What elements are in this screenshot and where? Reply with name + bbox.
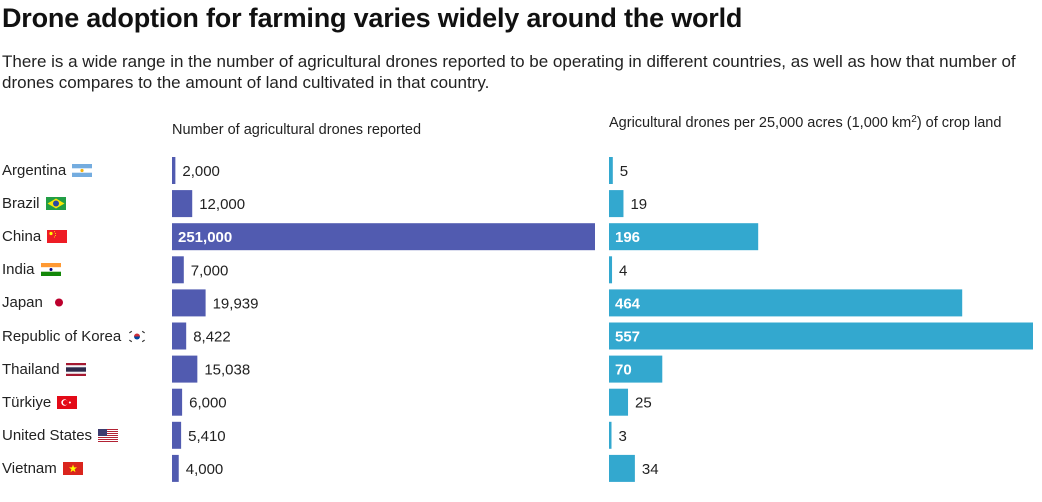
drones-density-value-label: 3 bbox=[619, 428, 627, 445]
south-korea-flag-icon bbox=[127, 329, 148, 343]
drones-density-bar-t-rkiye bbox=[609, 388, 629, 416]
drones-count-value-label: 251,000 bbox=[178, 229, 232, 246]
country-label: Vietnam bbox=[2, 455, 83, 482]
drones-count-bar-argentina bbox=[172, 157, 176, 184]
country-label: Republic of Korea bbox=[2, 323, 148, 350]
chart-subtitle: There is a wide range in the number of a… bbox=[2, 52, 1016, 92]
drones-count-value-label: 12,000 bbox=[199, 196, 245, 213]
right-header-text-b: ) of crop land bbox=[916, 115, 1002, 131]
country-name: Argentina bbox=[2, 162, 67, 179]
right-panel-header: Agricultural drones per 25,000 acres (1,… bbox=[609, 110, 1039, 133]
drones-count-bar-vietnam bbox=[172, 454, 179, 482]
drones-count-bar-thailand bbox=[172, 355, 198, 383]
india-flag-icon bbox=[40, 263, 61, 277]
drones-density-value-label: 464 bbox=[615, 295, 641, 312]
drones-density-bar-republic-of-korea bbox=[609, 322, 1033, 350]
drones-density-bar-thailand bbox=[609, 355, 663, 383]
country-label: Türkiye bbox=[2, 389, 78, 416]
drones-density-value-label: 196 bbox=[615, 229, 640, 246]
country-name: Thailand bbox=[2, 360, 60, 378]
drones-count-value-label: 8,422 bbox=[193, 329, 231, 346]
drones-density-value-label: 5 bbox=[620, 163, 628, 180]
usa-flag-icon bbox=[98, 428, 119, 442]
drones-count-bar-japan bbox=[172, 289, 206, 317]
drones-count-value-label: 5,410 bbox=[188, 428, 226, 445]
country-name: Japan bbox=[2, 294, 43, 312]
drones-density-bar-brazil bbox=[609, 190, 624, 218]
vietnam-flag-icon bbox=[62, 461, 83, 475]
drones-density-value-label: 34 bbox=[642, 461, 659, 478]
country-label: China bbox=[2, 223, 68, 250]
turkey-flag-icon bbox=[57, 395, 78, 409]
country-label: Brazil bbox=[2, 190, 66, 217]
country-label: India bbox=[2, 256, 61, 283]
country-name: India bbox=[2, 261, 35, 279]
drones-density-bar-united-states bbox=[609, 421, 612, 449]
country-name: Vietnam bbox=[2, 459, 57, 477]
drones-density-value-label: 557 bbox=[615, 329, 640, 346]
brazil-flag-icon bbox=[45, 197, 66, 211]
drones-density-bar-india bbox=[609, 256, 613, 284]
country-label: Japan bbox=[2, 289, 69, 316]
drones-count-bar-brazil bbox=[172, 190, 193, 218]
chart-title: Drone adoption for farming varies widely… bbox=[2, 3, 743, 33]
drones-count-value-label: 7,000 bbox=[191, 262, 229, 279]
drones-count-value-label: 6,000 bbox=[189, 395, 227, 412]
drones-density-bar-china bbox=[609, 223, 759, 251]
drones-count-value-label: 15,038 bbox=[204, 362, 250, 379]
drones-density-bar-vietnam bbox=[609, 454, 635, 482]
china-flag-icon bbox=[47, 230, 68, 244]
country-name: Brazil bbox=[2, 195, 40, 213]
drones-density-bar-argentina bbox=[609, 157, 613, 184]
country-label: United States bbox=[2, 422, 119, 449]
country-name: United States bbox=[2, 426, 93, 444]
drones-density-value-label: 70 bbox=[615, 362, 632, 379]
right-header-superscript: 2 bbox=[911, 114, 917, 125]
drones-density-value-label: 19 bbox=[630, 196, 647, 213]
left-panel-header: Number of agricultural drones reported bbox=[172, 122, 422, 138]
drones-density-bar-japan bbox=[609, 289, 963, 317]
japan-flag-icon bbox=[48, 296, 69, 310]
country-name: China bbox=[2, 228, 42, 246]
drones-count-value-label: 2,000 bbox=[182, 163, 220, 180]
country-name: Türkiye bbox=[2, 393, 52, 411]
country-label: Thailand bbox=[2, 356, 86, 383]
argentina-flag-icon bbox=[72, 164, 93, 177]
drones-count-bar-united-states bbox=[172, 421, 182, 449]
drones-count-value-label: 4,000 bbox=[186, 461, 224, 478]
drones-count-bar-republic-of-korea bbox=[172, 322, 187, 350]
country-name: Republic of Korea bbox=[2, 327, 122, 345]
drones-count-bar-t-rkiye bbox=[172, 388, 183, 416]
right-header-text-a: Agricultural drones per 25,000 acres (1,… bbox=[609, 115, 912, 131]
drones-count-bar-china bbox=[172, 223, 595, 251]
drones-count-bar-india bbox=[172, 256, 184, 284]
thailand-flag-icon bbox=[65, 362, 86, 376]
drones-count-value-label: 19,939 bbox=[213, 295, 259, 312]
drones-density-value-label: 25 bbox=[635, 395, 652, 412]
country-label: Argentina bbox=[2, 157, 93, 184]
drones-density-value-label: 4 bbox=[619, 262, 627, 279]
